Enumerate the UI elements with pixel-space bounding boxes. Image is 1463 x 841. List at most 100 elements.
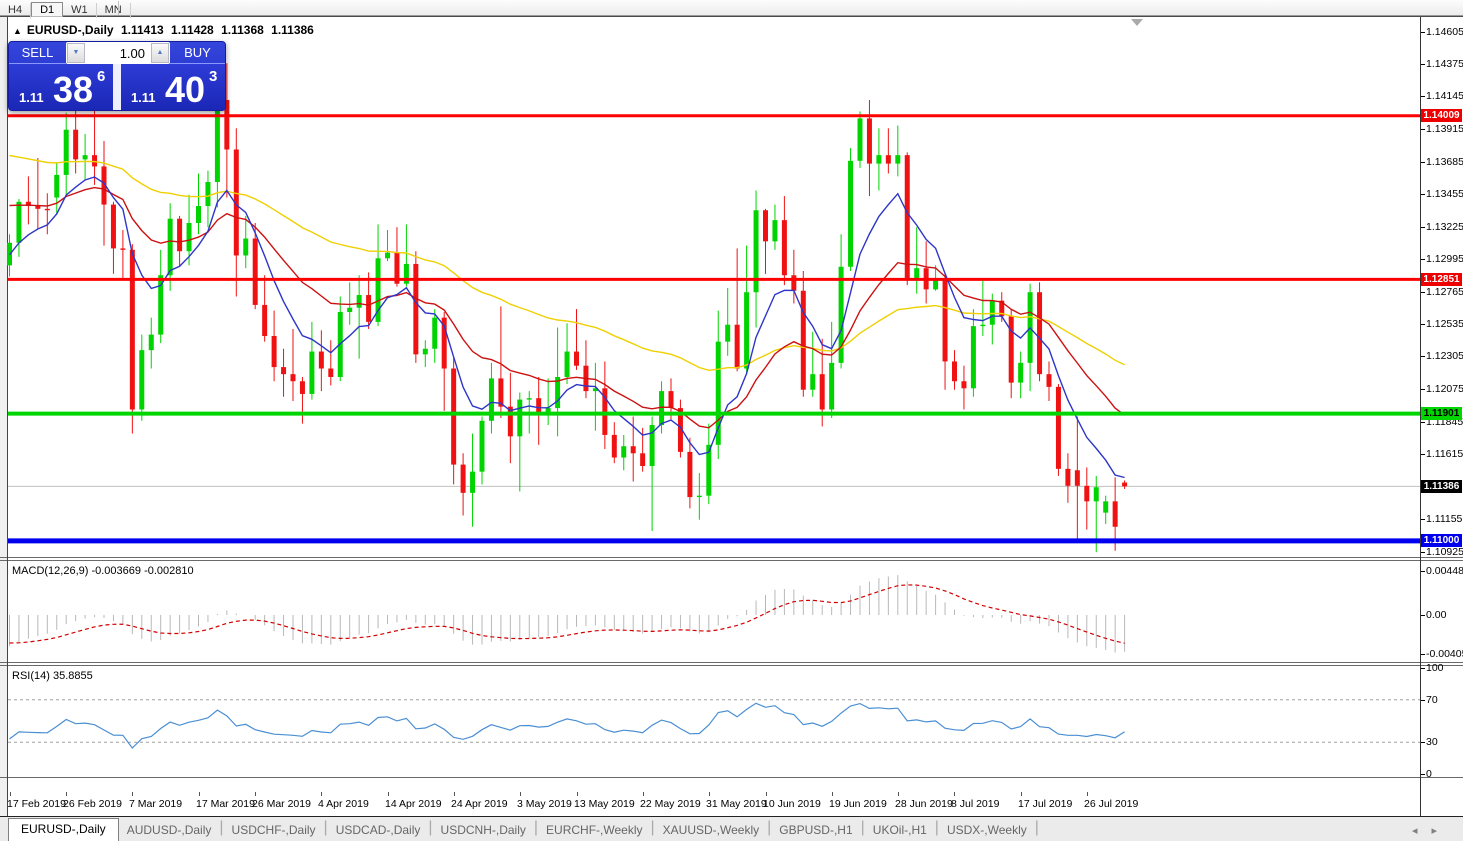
date-tick-mark <box>898 792 899 796</box>
macd-separator-bottom <box>0 560 1463 561</box>
price-buttons-divider <box>113 64 121 110</box>
timeframe-button-w1[interactable]: W1 <box>63 3 97 18</box>
date-label: 4 Apr 2019 <box>318 798 369 810</box>
volume-decrease-icon[interactable]: ▼ <box>67 43 85 63</box>
sell-price-button[interactable]: 1.11 38 6 <box>9 64 114 110</box>
rsi-tick-label: 0 <box>1426 768 1432 780</box>
timeframe-button-d1[interactable]: D1 <box>31 2 64 17</box>
date-tick-mark <box>10 792 11 796</box>
sell-price-sup: 6 <box>97 68 106 85</box>
date-label: 13 May 2019 <box>574 798 635 810</box>
tab-scroll-right-icon[interactable]: ▸ <box>1431 825 1451 837</box>
date-label: 17 Jul 2019 <box>1018 798 1073 810</box>
price-tick-mark <box>1421 64 1425 65</box>
date-label: 14 Apr 2019 <box>385 798 442 810</box>
price-tick-mark <box>1421 292 1425 293</box>
price-tick-mark <box>1421 454 1425 455</box>
price-level-chip: 1.11901 <box>1421 407 1462 420</box>
volume-increase-icon[interactable]: ▲ <box>151 43 169 63</box>
tab-usdcnh-daily[interactable]: USDCNH-,Daily <box>440 823 526 837</box>
price-tick-mark <box>1421 32 1425 33</box>
tab-audusd-daily[interactable]: AUDUSD-,Daily <box>126 823 212 837</box>
volume-input[interactable] <box>85 43 151 63</box>
tab-scroll-arrows: ◂▸ <box>1412 824 1451 837</box>
tab-eurusd-daily[interactable]: EURUSD-,Daily <box>8 818 119 841</box>
macd-tick-mark <box>1421 571 1425 572</box>
price-tick-label: 1.12765 <box>1426 286 1463 298</box>
date-label: 3 May 2019 <box>517 798 572 810</box>
date-tick-mark <box>1021 792 1022 796</box>
price-tick-label: 1.12995 <box>1426 253 1463 265</box>
collapse-panel-icon[interactable]: ▲ <box>13 26 22 36</box>
date-tick-mark <box>577 792 578 796</box>
rsi-separator-top <box>0 662 1463 663</box>
date-tick-mark <box>454 792 455 796</box>
volume-spinner: ▼ ▲ <box>66 42 170 64</box>
price-level-chip: 1.12851 <box>1421 273 1462 286</box>
ohlc-close: 1.11386 <box>271 23 314 37</box>
date-tick-mark <box>132 792 133 796</box>
sell-price-prefix: 1.11 <box>19 90 44 105</box>
time-axis[interactable] <box>8 778 1420 816</box>
date-tick-mark <box>199 792 200 796</box>
timeframe-toolbar: H4 D1 W1 MN <box>0 0 1463 18</box>
price-level-chip: 1.11000 <box>1421 534 1462 547</box>
rsi-tick-label: 30 <box>1426 736 1438 748</box>
ohlc-high: 1.11428 <box>171 23 214 37</box>
rsi-label: RSI(14) 35.8855 <box>12 670 93 682</box>
rsi-tick-label: 70 <box>1426 694 1438 706</box>
price-tick-label: 1.11615 <box>1426 448 1463 460</box>
date-tick-mark <box>255 792 256 796</box>
tab-usdchf-daily[interactable]: USDCHF-,Daily <box>231 823 316 837</box>
tab-divider: | <box>767 819 772 836</box>
macd-panel-canvas[interactable] <box>8 561 1420 662</box>
timeframe-button-h4[interactable]: H4 <box>0 3 32 18</box>
tab-divider: | <box>323 819 328 836</box>
buy-price-prefix: 1.11 <box>130 90 156 105</box>
tabbar-top-border <box>0 816 1463 817</box>
timeframe-button-mn[interactable]: MN <box>97 3 131 18</box>
price-tick-mark <box>1421 389 1425 390</box>
tab-xauusd-weekly[interactable]: XAUUSD-,Weekly <box>662 823 760 837</box>
rsi-tick-label: 100 <box>1426 662 1444 674</box>
macd-label: MACD(12,26,9) -0.003669 -0.002810 <box>12 565 194 577</box>
price-tick-label: 1.12075 <box>1426 383 1463 395</box>
rsi-panel-canvas[interactable] <box>8 666 1420 777</box>
price-tick-label: 1.13685 <box>1426 156 1463 168</box>
price-tick-label: 1.10925 <box>1426 546 1463 558</box>
date-tick-mark <box>709 792 710 796</box>
price-tick-label: 1.14145 <box>1426 90 1463 102</box>
chart-shift-marker-icon <box>1131 19 1143 26</box>
tab-scroll-left-icon[interactable]: ◂ <box>1411 825 1432 837</box>
tab-eurchf-weekly[interactable]: EURCHF-,Weekly <box>546 823 643 837</box>
rsi-separator-bottom <box>0 665 1463 666</box>
price-tick-mark <box>1421 519 1425 520</box>
buy-price-big: 40 <box>164 69 205 110</box>
tab-ukoil-h1[interactable]: UKOil-,H1 <box>872 823 927 837</box>
price-tick-label: 1.12535 <box>1426 318 1463 330</box>
date-label: 17 Mar 2019 <box>196 798 255 810</box>
price-tick-label: 1.13225 <box>1426 221 1463 233</box>
date-tick-mark <box>643 792 644 796</box>
tab-divider: | <box>1034 819 1039 836</box>
rsi-tick-mark <box>1421 774 1425 775</box>
date-label: 26 Mar 2019 <box>252 798 311 810</box>
date-tick-mark <box>766 792 767 796</box>
tab-usdx-weekly[interactable]: USDX-,Weekly <box>946 823 1027 837</box>
price-tick-label: 1.14605 <box>1426 26 1463 38</box>
buy-button[interactable]: BUY <box>170 42 225 64</box>
date-tick-mark <box>66 792 67 796</box>
date-label: 24 Apr 2019 <box>451 798 508 810</box>
date-tick-mark <box>520 792 521 796</box>
tab-gbpusd-h1[interactable]: GBPUSD-,H1 <box>779 823 853 837</box>
rsi-bottom-border <box>0 777 1463 778</box>
tab-usdcad-daily[interactable]: USDCAD-,Daily <box>335 823 421 837</box>
buy-price-button[interactable]: 1.11 40 3 <box>120 64 225 110</box>
macd-tick-mark <box>1421 654 1425 655</box>
sell-button[interactable]: SELL <box>9 42 66 64</box>
date-label: 31 May 2019 <box>706 798 767 810</box>
date-tick-mark <box>1087 792 1088 796</box>
macd-separator-top <box>0 557 1463 558</box>
date-label: 17 Feb 2019 <box>7 798 66 810</box>
price-tick-mark <box>1421 162 1425 163</box>
